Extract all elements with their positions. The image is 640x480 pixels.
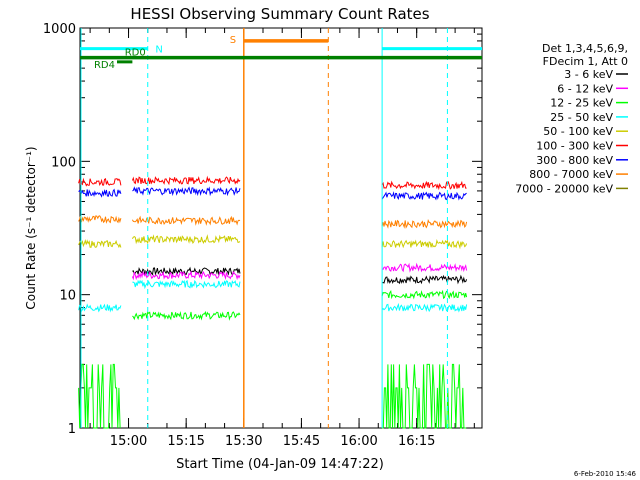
series-line <box>132 186 241 197</box>
series-line <box>131 234 241 245</box>
series-line <box>131 270 241 281</box>
legend-label: 7000 - 20000 keV <box>515 182 613 195</box>
series-line <box>381 289 468 300</box>
series-line <box>78 238 122 249</box>
y-tick-label: 100 <box>51 155 76 170</box>
legend-label: 12 - 25 keV <box>550 97 613 110</box>
chart-title: HESSI Observing Summary Count Rates <box>130 5 429 23</box>
series-line <box>381 262 468 273</box>
legend-label: 25 - 50 keV <box>550 111 613 124</box>
plot-frame <box>79 27 483 429</box>
legend-label: 6 - 12 keV <box>557 82 613 95</box>
series-line <box>381 238 468 250</box>
series-line <box>381 302 468 313</box>
series-line <box>78 188 122 198</box>
legend-label: 300 - 800 keV <box>536 154 613 167</box>
x-tick-label: 15:15 <box>167 434 204 449</box>
x-tick-label: 15:30 <box>225 434 262 449</box>
series-line <box>131 175 241 186</box>
x-tick-label: 15:00 <box>110 434 147 449</box>
series-line <box>381 191 467 201</box>
legend-label: 3 - 6 keV <box>564 68 613 81</box>
series-line <box>381 180 467 191</box>
x-tick-label: 16:15 <box>398 434 435 449</box>
y-tick-label: 10 <box>59 289 76 304</box>
flag-label-rd4: RD4 <box>94 60 115 71</box>
series-line <box>382 363 467 429</box>
legend-header-2: FDecim 1, Att 0 <box>543 55 628 68</box>
legend-label: 50 - 100 keV <box>543 125 613 138</box>
legend-label: 100 - 300 keV <box>536 140 613 153</box>
flag-label-s: S <box>230 35 236 46</box>
series-line <box>78 177 122 187</box>
x-axis-label: Start Time (04-Jan-09 14:47:22) <box>176 457 384 472</box>
series-line <box>131 215 241 226</box>
flag-label-n: N <box>155 45 162 56</box>
x-tick-label: 16:00 <box>340 434 377 449</box>
legend-header-1: Det 1,3,4,5,6,9, <box>542 42 628 55</box>
y-tick-label: 1000 <box>43 22 76 37</box>
legend-label: 800 - 7000 keV <box>529 168 613 181</box>
x-tick-label: 15:45 <box>283 434 320 449</box>
footer-date: 6-Feb-2010 15:46 <box>574 470 637 478</box>
series-line <box>132 279 241 290</box>
series-line <box>78 303 122 313</box>
series-line <box>381 219 468 229</box>
flag-label-rd0: RD0 <box>125 48 146 59</box>
y-tick-label: 1 <box>68 422 76 437</box>
series-line <box>381 274 468 285</box>
series-line <box>132 310 241 321</box>
plot-layers: 1 10 100 1000 15:00 15:15 15:30 15:45 16:00 16:15… <box>43 22 482 449</box>
series-line <box>78 215 122 224</box>
series-line <box>78 363 121 429</box>
y-axis-label: Count Rate (s⁻¹ detector⁻¹) <box>24 146 38 309</box>
